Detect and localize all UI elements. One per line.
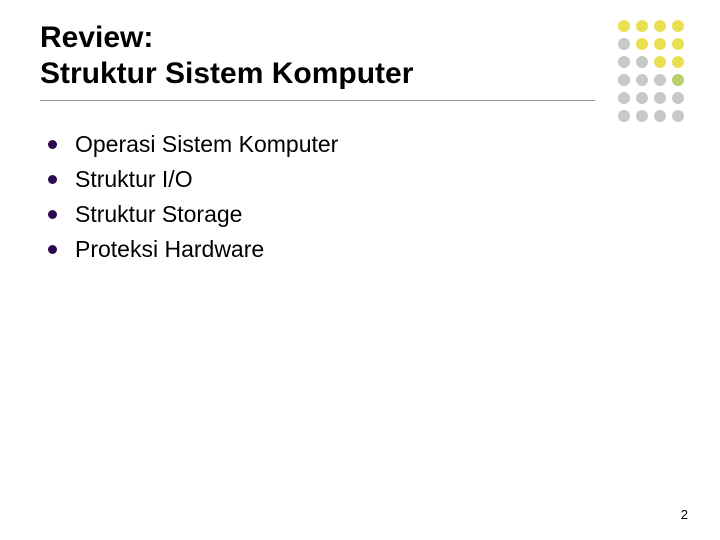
bullet-text: Proteksi Hardware (75, 234, 264, 265)
deco-dot (636, 56, 648, 68)
deco-dot (672, 92, 684, 104)
deco-dot (636, 110, 648, 122)
deco-dot (618, 74, 630, 86)
deco-dot (654, 20, 666, 32)
bullet-item: Struktur I/O (48, 164, 680, 195)
deco-dot (654, 110, 666, 122)
deco-dot (618, 92, 630, 104)
slide-container: Review: Struktur Sistem Komputer Operasi… (0, 0, 720, 540)
deco-dot (654, 38, 666, 50)
bullet-icon (48, 140, 57, 149)
bullet-icon (48, 175, 57, 184)
bullet-icon (48, 210, 57, 219)
bullet-text: Struktur Storage (75, 199, 242, 230)
bullet-item: Operasi Sistem Komputer (48, 129, 680, 160)
deco-dot (672, 38, 684, 50)
deco-dot (636, 38, 648, 50)
dot-grid (618, 20, 690, 122)
deco-dot (636, 74, 648, 86)
corner-decoration (618, 20, 690, 116)
title-line-1: Review: (40, 20, 595, 56)
deco-dot (654, 92, 666, 104)
bullet-icon (48, 245, 57, 254)
deco-dot (672, 74, 684, 86)
deco-dot (654, 56, 666, 68)
title-area: Review: Struktur Sistem Komputer (40, 20, 595, 101)
deco-dot (654, 74, 666, 86)
page-number: 2 (681, 507, 688, 522)
deco-dot (618, 56, 630, 68)
deco-dot (618, 20, 630, 32)
deco-dot (672, 56, 684, 68)
bullet-list: Operasi Sistem Komputer Struktur I/O Struk… (40, 129, 680, 265)
deco-dot (672, 20, 684, 32)
bullet-item: Struktur Storage (48, 199, 680, 230)
deco-dot (636, 92, 648, 104)
deco-dot (672, 110, 684, 122)
deco-dot (636, 20, 648, 32)
title-line-2: Struktur Sistem Komputer (40, 56, 595, 92)
bullet-text: Struktur I/O (75, 164, 193, 195)
deco-dot (618, 110, 630, 122)
bullet-item: Proteksi Hardware (48, 234, 680, 265)
deco-dot (618, 38, 630, 50)
bullet-text: Operasi Sistem Komputer (75, 129, 338, 160)
